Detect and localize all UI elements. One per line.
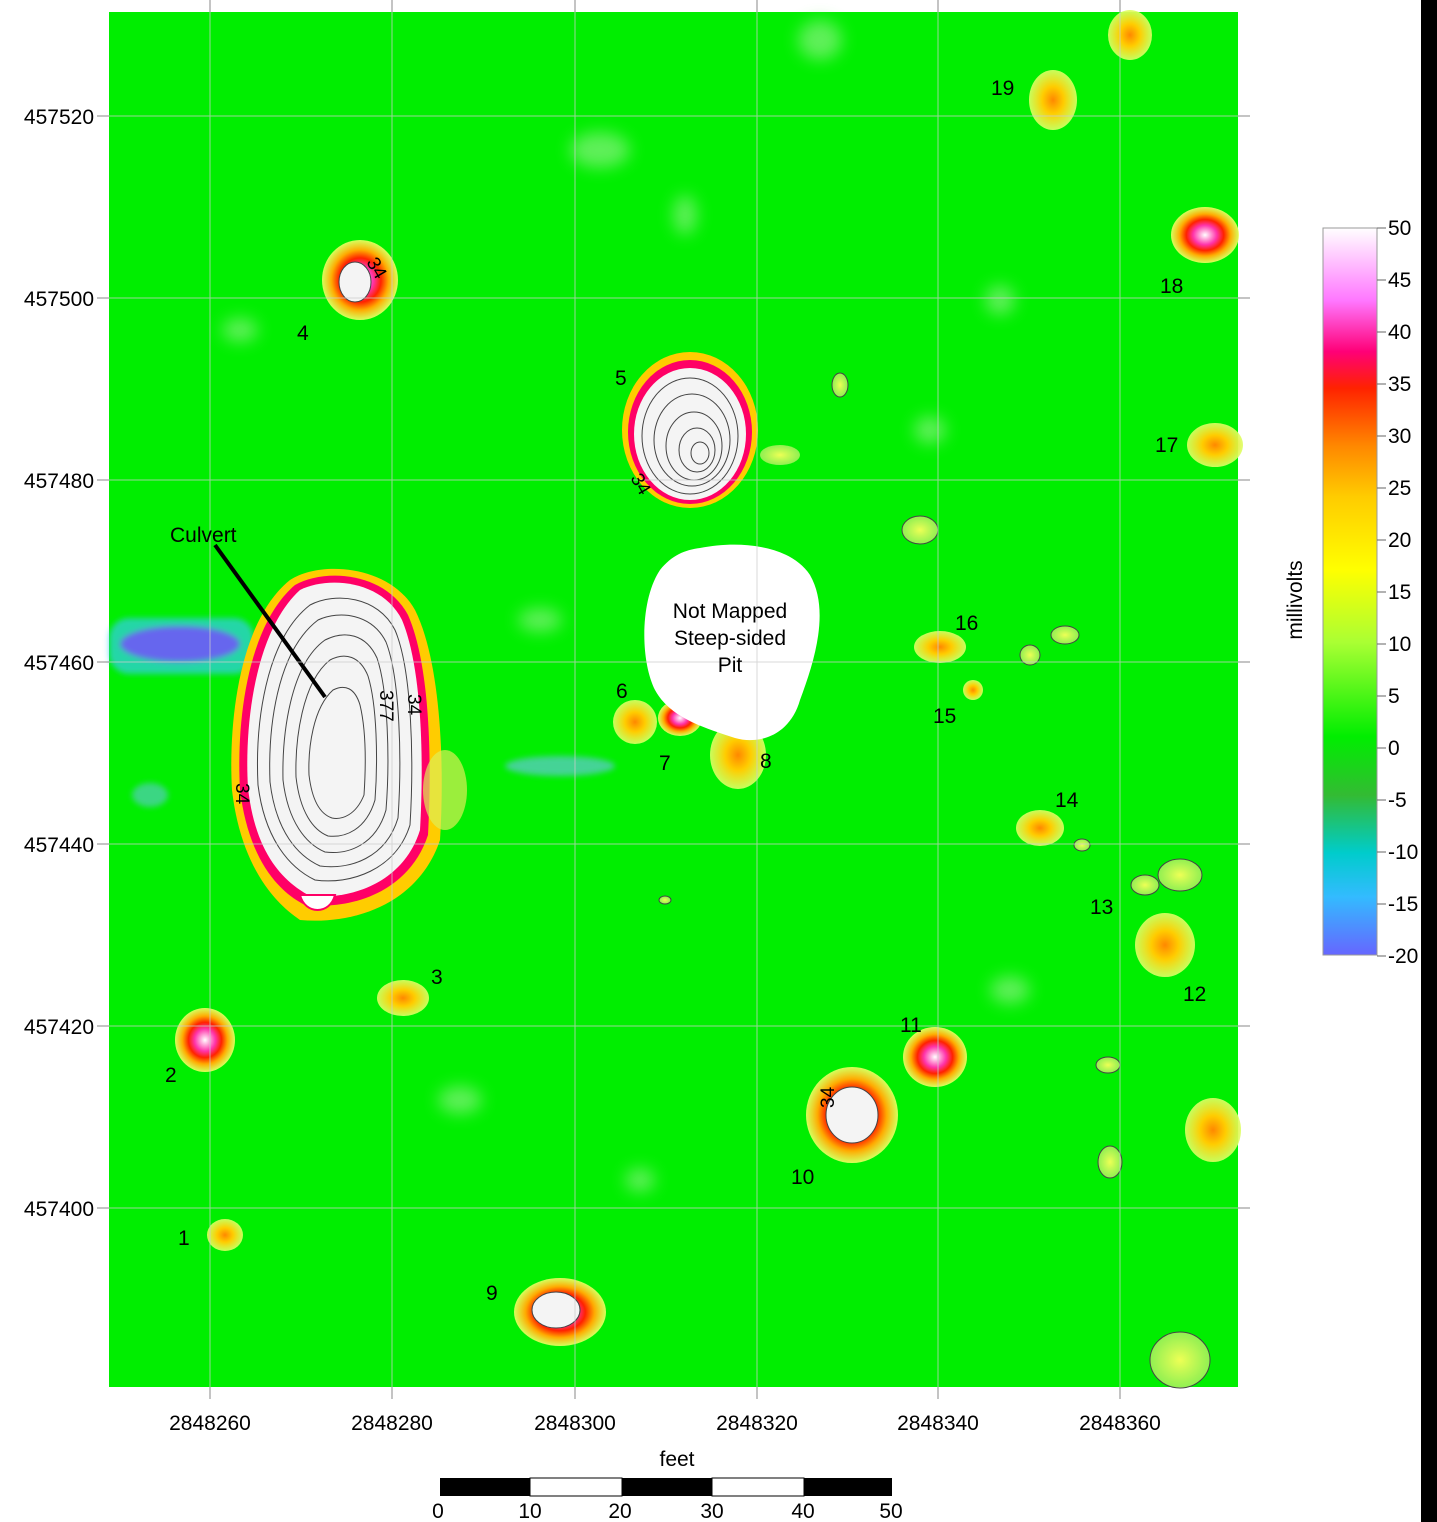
- anomaly-label-4: 4: [297, 322, 309, 345]
- culvert-anomaly: [213, 543, 442, 921]
- y-tick-label: 457420: [24, 1016, 94, 1039]
- colorbar-tick-label: -5: [1388, 789, 1407, 812]
- colorbar-tick-label: 15: [1388, 581, 1411, 604]
- pit-label-line: Steep-sided: [674, 627, 786, 650]
- anomaly-label-13: 13: [1090, 896, 1113, 919]
- contour-label: 34: [818, 1086, 839, 1108]
- y-tick-label: 457520: [24, 106, 94, 129]
- small-anomalies: [175, 207, 1239, 1346]
- weak-anomalies: [207, 10, 1243, 1251]
- anomaly-label-18: 18: [1160, 275, 1183, 298]
- anomaly-label-15: 15: [933, 705, 956, 728]
- anomaly-5: [622, 352, 758, 508]
- x-tick-label: 2848280: [351, 1412, 433, 1435]
- anomaly-label-8: 8: [760, 750, 772, 773]
- colorbar-tick-label: 0: [1388, 737, 1400, 760]
- x-tick-label: 2848360: [1079, 1412, 1161, 1435]
- y-tick-label: 457500: [24, 288, 94, 311]
- anomaly-label-2: 2: [165, 1064, 177, 1087]
- colorbar-tick-label: 50: [1388, 217, 1411, 240]
- pit-label-line: Not Mapped: [673, 600, 787, 623]
- culvert-label: Culvert: [170, 524, 237, 547]
- x-tick-label: 2848320: [716, 1412, 798, 1435]
- colorbar-tick-label: -20: [1388, 945, 1418, 968]
- y-tick-label: 457460: [24, 652, 94, 675]
- anomaly-labels: 1 2 3 4 5 6 7 8 9 10 11 12 13 14 15 16 1…: [165, 77, 1206, 1305]
- anomaly-label-9: 9: [486, 1282, 498, 1305]
- pit-label: Not Mapped Steep-sided Pit: [673, 600, 787, 677]
- colorbar: millivolts 50454035302520151050-5-10-15-…: [1284, 217, 1418, 968]
- x-axis-label: feet: [659, 1448, 694, 1471]
- faint-anomalies: [423, 372, 1211, 1389]
- y-tick-label: 457440: [24, 834, 94, 857]
- anomaly-label-1: 1: [178, 1227, 190, 1250]
- anomaly-label-19: 19: [991, 77, 1014, 100]
- anomaly-label-16: 16: [955, 612, 978, 635]
- x-tick-label: 2848340: [897, 1412, 979, 1435]
- scale-tick-label: 20: [608, 1500, 631, 1522]
- anomaly-label-12: 12: [1183, 983, 1206, 1006]
- anomaly-label-6: 6: [616, 680, 628, 703]
- colorbar-gradient: [1322, 227, 1378, 956]
- colorbar-tick-label: 30: [1388, 425, 1411, 448]
- contour-label: 34: [403, 694, 424, 716]
- anomaly-label-10: 10: [791, 1166, 814, 1189]
- scale-bar: 0 10 20 30 40 50: [432, 1477, 903, 1522]
- y-tick-label: 457480: [24, 470, 94, 493]
- x-tick-labels: 2848260 2848280 2848300 2848320 2848340 …: [169, 1412, 1161, 1435]
- anomaly-label-3: 3: [431, 966, 443, 989]
- contour-label: 34: [231, 783, 252, 805]
- anomaly-label-5: 5: [615, 367, 627, 390]
- colorbar-tick-label: -10: [1388, 841, 1418, 864]
- x-tick-label: 2848260: [169, 1412, 251, 1435]
- x-tick-label: 2848300: [534, 1412, 616, 1435]
- unmapped-pit-area: [644, 544, 820, 741]
- colorbar-tick-label: 25: [1388, 477, 1411, 500]
- colorbar-tick-label: 35: [1388, 373, 1411, 396]
- contour-label: 377: [375, 690, 396, 722]
- anomaly-label-7: 7: [659, 752, 671, 775]
- colorbar-tick-label: 45: [1388, 269, 1411, 292]
- pit-label-line: Pit: [718, 654, 743, 677]
- y-tick-labels: 457520 457500 457480 457460 457440 45742…: [24, 106, 94, 1221]
- anomaly-label-14: 14: [1055, 789, 1079, 812]
- colorbar-tick-label: 20: [1388, 529, 1411, 552]
- anomaly-label-17: 17: [1155, 434, 1178, 457]
- colorbar-tick-label: 40: [1388, 321, 1411, 344]
- axis-ticks: [97, 0, 1250, 1399]
- scale-tick-label: 40: [791, 1500, 814, 1522]
- scale-tick-label: 10: [518, 1500, 541, 1522]
- colorbar-tick-label: -15: [1388, 893, 1418, 916]
- y-tick-label: 457400: [24, 1198, 94, 1221]
- colorbar-label: millivolts: [1284, 560, 1307, 639]
- colorbar-tick-label: 10: [1388, 633, 1411, 656]
- right-edge-bar: [1421, 0, 1437, 1522]
- grid-lines: [109, 12, 1238, 1387]
- scale-tick-label: 0: [432, 1500, 444, 1522]
- scale-tick-label: 50: [879, 1500, 902, 1522]
- scale-tick-label: 30: [700, 1500, 723, 1522]
- anomaly-label-11: 11: [900, 1014, 922, 1037]
- colorbar-tick-label: 5: [1388, 685, 1400, 708]
